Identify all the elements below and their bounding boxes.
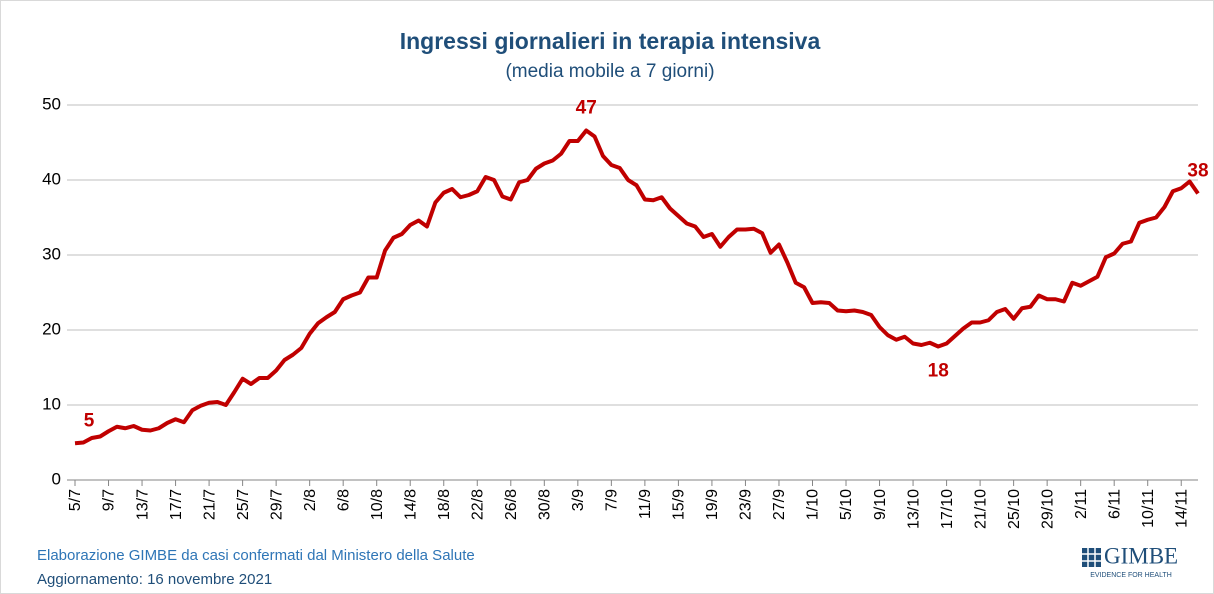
x-tick-label: 5/10 — [838, 489, 855, 520]
logo-text: GIMBE — [1104, 543, 1178, 568]
x-tick-label: 21/7 — [201, 489, 218, 520]
y-tick-label: 10 — [42, 394, 61, 413]
x-tick-label: 10/8 — [369, 489, 386, 520]
data-line — [74, 128, 1200, 446]
x-tick-label: 1/10 — [805, 489, 822, 520]
x-tick-label: 25/10 — [1006, 489, 1023, 529]
x-tick-label: 5/7 — [67, 489, 84, 511]
y-tick-label: 20 — [42, 319, 61, 338]
x-tick-label: 17/10 — [939, 489, 956, 529]
x-tick-label: 22/8 — [469, 489, 486, 520]
chart-subtitle: (media mobile a 7 giorni) — [505, 61, 714, 82]
x-tick-label: 3/9 — [570, 489, 587, 511]
x-tick-label: 11/9 — [637, 489, 654, 519]
y-tick-label: 30 — [42, 244, 61, 263]
x-tick-label: 21/10 — [972, 489, 989, 529]
data-label: 18 — [928, 361, 949, 382]
y-tick-label: 0 — [52, 469, 61, 488]
logo-tagline: EVIDENCE FOR HEALTH — [1090, 572, 1172, 579]
x-tick-label: 2/8 — [302, 489, 319, 511]
x-tick-label: 30/8 — [537, 489, 554, 520]
x-tick-label: 14/11 — [1173, 489, 1190, 528]
x-tick-label: 25/7 — [235, 489, 252, 520]
x-tick-label: 26/8 — [503, 489, 520, 520]
x-tick-label: 18/8 — [436, 489, 453, 520]
x-tick-label: 15/9 — [671, 489, 688, 520]
x-tick-label: 10/11 — [1140, 489, 1157, 528]
x-tick-label: 14/8 — [402, 489, 419, 520]
y-tick-label: 50 — [42, 94, 61, 113]
x-tick-label: 19/9 — [704, 489, 721, 520]
x-tick-label: 9/10 — [872, 489, 889, 520]
logo: GIMBE EVIDENCE FOR HEALTH — [1082, 543, 1178, 579]
x-tick-label: 6/8 — [335, 489, 352, 511]
y-tick-label: 40 — [42, 169, 61, 188]
update-note: Aggiornamento: 16 novembre 2021 — [37, 571, 272, 588]
x-tick-label: 13/7 — [134, 489, 151, 520]
logo-icon — [1082, 548, 1101, 567]
x-tick-label: 23/9 — [738, 489, 755, 520]
x-tick-label: 27/9 — [771, 489, 788, 520]
x-tick-label: 29/10 — [1039, 489, 1056, 529]
chart-title: Ingressi giornalieri in terapia intensiv… — [400, 28, 821, 54]
x-tick-label: 7/9 — [604, 489, 621, 511]
x-tick-label: 17/7 — [168, 489, 185, 520]
x-tick-label: 29/7 — [268, 489, 285, 520]
data-label: 38 — [1187, 161, 1208, 182]
data-label: 47 — [576, 98, 597, 119]
data-label: 5 — [84, 410, 95, 431]
x-tick-label: 2/11 — [1073, 489, 1090, 519]
x-tick-label: 6/11 — [1106, 489, 1123, 519]
source-note: Elaborazione GIMBE da casi confermati da… — [37, 547, 475, 564]
x-tick-label: 9/7 — [101, 489, 118, 511]
x-tick-label: 13/10 — [905, 489, 922, 529]
